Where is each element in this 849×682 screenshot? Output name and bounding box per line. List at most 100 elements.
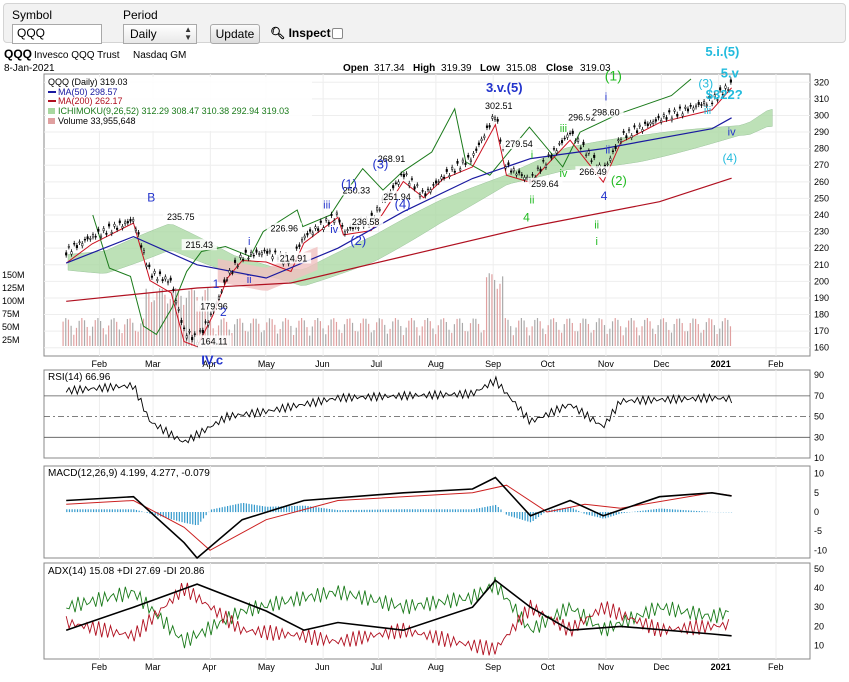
candle-body — [164, 276, 167, 280]
macd-hist-bar — [642, 510, 644, 513]
volume-bar — [368, 323, 370, 346]
macd-hist-bar — [618, 512, 620, 515]
macd-hist-bar — [312, 506, 314, 513]
macd-hist-bar — [277, 506, 280, 513]
macd-hist-bar — [205, 512, 207, 516]
volume-bar — [394, 318, 397, 346]
candle-body — [145, 264, 148, 267]
wave-label: B — [147, 191, 155, 205]
macd-hist-bar — [218, 507, 221, 513]
macd-hist-bar — [170, 512, 172, 520]
volume-bar — [494, 279, 496, 346]
macd-hist-bar — [184, 512, 186, 523]
price-label: 235.75 — [167, 212, 195, 222]
volume-bar — [204, 290, 206, 346]
volume-bar — [518, 320, 520, 346]
volume-bar — [547, 325, 549, 346]
candle-body — [705, 104, 708, 106]
candle-body — [652, 121, 655, 124]
volume-bar — [435, 334, 437, 346]
macd-hist-bar — [661, 508, 663, 513]
inspect-checkbox[interactable] — [332, 28, 343, 39]
volume-bar — [62, 321, 64, 346]
candle-body — [260, 252, 263, 256]
inspect-toggle[interactable]: 🔍︎ Inspect — [270, 26, 331, 40]
macd-hist-bar — [229, 505, 231, 513]
price-tick-label: 310 — [814, 94, 829, 104]
volume-bar — [678, 318, 681, 346]
candle-body — [461, 159, 464, 163]
period-select[interactable]: Daily ▲ ▼ — [123, 24, 197, 44]
macd-hist-bar — [460, 509, 462, 513]
candle-body — [700, 104, 703, 106]
candle-body — [75, 245, 78, 249]
volume-bar — [721, 321, 724, 346]
wave-label: 4 — [601, 189, 608, 203]
volume-bar — [681, 323, 683, 346]
volume-bar — [91, 326, 94, 346]
volume-bar — [467, 331, 469, 346]
macd-hist-bar — [403, 509, 406, 513]
volume-bar — [708, 318, 710, 346]
volume-tick-label: 150M — [2, 270, 25, 280]
volume-bar — [193, 290, 196, 346]
candle-body — [327, 222, 330, 225]
macd-hist-bar — [564, 507, 566, 513]
volume-bar — [292, 334, 295, 346]
price-label-bg — [338, 184, 374, 196]
candle-body — [110, 232, 113, 234]
legend-ichimoku-swatch — [48, 108, 55, 114]
candle-body — [429, 189, 432, 193]
candle-body — [711, 102, 714, 105]
candle-body — [169, 277, 172, 281]
macd-hist-bar — [438, 509, 440, 513]
macd-hist-bar — [430, 509, 432, 513]
macd-hist-bar — [331, 509, 333, 513]
wave-label: ii — [247, 274, 252, 286]
update-button[interactable]: Update — [210, 24, 260, 44]
candle-body — [271, 256, 274, 260]
candle-body — [547, 154, 550, 156]
macd-hist-bar — [326, 508, 328, 513]
candle-body — [175, 300, 178, 304]
macd-hist-bar — [98, 509, 100, 513]
volume-bar — [641, 326, 643, 346]
candle-body — [625, 135, 628, 139]
macd-hist-bar — [591, 512, 593, 516]
symbol-input[interactable]: QQQ — [12, 24, 102, 44]
candle-body — [421, 190, 424, 192]
month-tick-label: Aug — [428, 662, 444, 672]
macd-hist-bar — [671, 509, 674, 513]
macd-hist-bar — [669, 509, 671, 513]
wave-label: i — [248, 236, 250, 248]
candle-body — [574, 140, 577, 142]
candle-body — [346, 229, 349, 231]
macd-hist-bar — [138, 510, 140, 513]
volume-bar — [196, 297, 198, 346]
candle-body — [209, 313, 212, 316]
candle-body — [544, 164, 547, 168]
macd-hist-bar — [318, 507, 320, 513]
candle-body — [633, 125, 636, 128]
wave-label: 5.i.(5) — [705, 44, 739, 59]
macd-hist-bar — [122, 509, 124, 513]
macd-hist-bar — [682, 510, 684, 513]
candle-body — [343, 231, 346, 235]
macd-hist-bar — [197, 512, 199, 525]
candle-body — [627, 129, 631, 132]
wave-label: $322? — [706, 87, 743, 102]
volume-bar — [301, 318, 303, 346]
macd-hist-bar — [417, 509, 419, 513]
candle-body — [453, 170, 456, 173]
macd-tick-label: -10 — [814, 545, 827, 555]
candle-body — [491, 116, 494, 119]
macd-hist-bar — [269, 506, 272, 513]
macd-hist-bar — [484, 507, 486, 513]
volume-bars — [62, 273, 732, 346]
wave-label: 4 — [523, 211, 530, 225]
volume-bar — [574, 331, 576, 346]
macd-hist-bar — [658, 508, 660, 513]
legend-volume-swatch — [48, 118, 55, 124]
magnifier-icon: 🔍︎ — [270, 26, 286, 40]
wave-label: IV.c — [201, 352, 223, 367]
